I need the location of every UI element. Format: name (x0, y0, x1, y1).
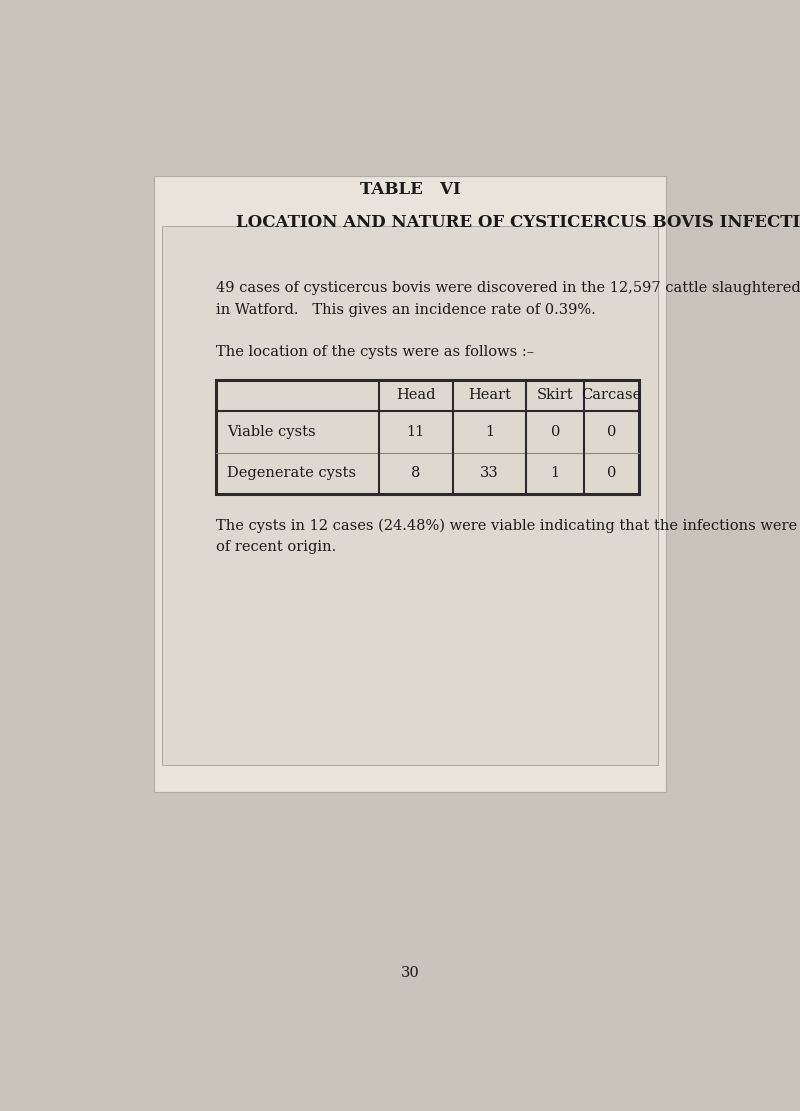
Text: TABLE   VI: TABLE VI (360, 181, 460, 198)
Text: Heart: Heart (468, 388, 511, 402)
Text: Skirt: Skirt (537, 388, 574, 402)
Text: 49 cases of cysticercus bovis were discovered in the 12,597 cattle slaughtered
i: 49 cases of cysticercus bovis were disco… (216, 281, 800, 317)
Text: 33: 33 (480, 467, 499, 480)
Text: 11: 11 (406, 424, 425, 439)
FancyBboxPatch shape (154, 176, 666, 792)
Text: The cysts in 12 cases (24.48%) were viable indicating that the infections were
o: The cysts in 12 cases (24.48%) were viab… (216, 519, 798, 554)
Text: 0: 0 (607, 424, 616, 439)
Text: Viable cysts: Viable cysts (227, 424, 316, 439)
Text: 1: 1 (485, 424, 494, 439)
Text: Head: Head (396, 388, 435, 402)
Text: 0: 0 (607, 467, 616, 480)
Text: The location of the cysts were as follows :–: The location of the cysts were as follow… (216, 346, 534, 359)
Text: 0: 0 (550, 424, 560, 439)
FancyBboxPatch shape (162, 226, 658, 764)
Bar (216, 380, 638, 493)
Text: 8: 8 (411, 467, 421, 480)
Text: Carcase: Carcase (582, 388, 642, 402)
Text: LOCATION AND NATURE OF CYSTICERCUS BOVIS INFECTIONS: LOCATION AND NATURE OF CYSTICERCUS BOVIS… (236, 214, 800, 231)
Text: 30: 30 (401, 967, 419, 981)
Text: 1: 1 (550, 467, 560, 480)
Text: Degenerate cysts: Degenerate cysts (227, 467, 356, 480)
